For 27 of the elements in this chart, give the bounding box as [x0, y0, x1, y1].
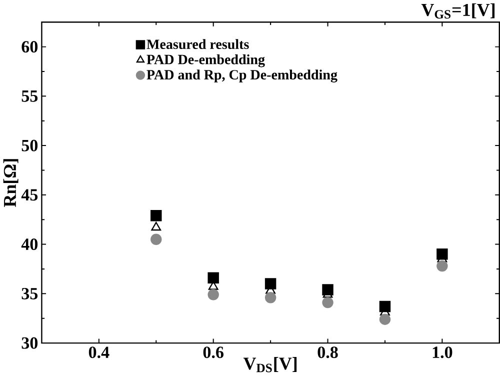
- y-tick-label: 60: [22, 41, 38, 53]
- y-axis-title: Rn[Ω]: [3, 159, 18, 208]
- point: [436, 260, 448, 272]
- y-tick-label: 50: [22, 140, 38, 152]
- y-tick-label: 45: [21, 189, 38, 201]
- point: [150, 234, 162, 246]
- y-tick-label: 30: [22, 337, 38, 349]
- x-tick-label: 0.8: [318, 346, 338, 358]
- text: V$_{GS}$=1[V]: [421, 4, 495, 19]
- y-tick-label: 35: [22, 288, 38, 300]
- x-tick-label: 0.4: [88, 346, 110, 358]
- y-tick-label: 55: [22, 90, 38, 102]
- point: [208, 289, 219, 300]
- point: [264, 292, 276, 304]
- point: [264, 278, 276, 290]
- legend-label: PAD and Rp, Cp De-embedding: [146, 70, 338, 83]
- legend-label: Measured results: [146, 39, 249, 50]
- point: [151, 222, 162, 231]
- point: [379, 314, 391, 326]
- point: [150, 210, 162, 222]
- y-tick-label: 40: [21, 238, 38, 250]
- x-axis-title: V$_{DS}$[V]: [243, 357, 297, 372]
- x-tick-label: 1.0: [432, 346, 452, 358]
- legend-label: PAD De-embedding: [146, 54, 265, 68]
- point: [322, 297, 334, 308]
- x-tick-label: 0.6: [203, 346, 224, 358]
- point: [208, 272, 219, 284]
